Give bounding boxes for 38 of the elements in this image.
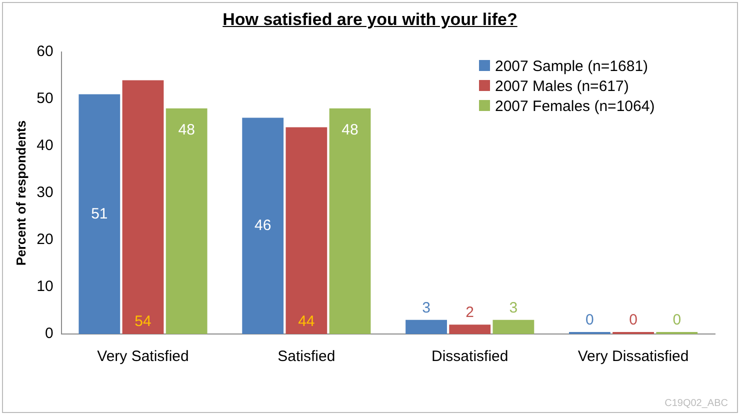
bar — [122, 80, 164, 334]
y-axis-title: Percent of respondents — [13, 120, 28, 266]
data-label: 3 — [509, 300, 518, 317]
legend-label: 2007 Females (n=1064) — [495, 98, 655, 115]
data-label: 0 — [586, 312, 594, 329]
data-label: 51 — [91, 205, 108, 222]
x-tick-label: Dissatisfied — [432, 348, 508, 366]
y-tick-label: 10 — [36, 278, 54, 296]
data-label: 46 — [254, 217, 272, 234]
data-label: 54 — [134, 313, 152, 330]
bar — [406, 320, 447, 334]
data-label: 48 — [178, 122, 195, 139]
data-label: 2 — [466, 304, 474, 322]
chart-title: How satisfied are you with your life? — [222, 10, 518, 30]
y-tick-label: 30 — [36, 184, 54, 202]
x-tick-label: Very Dissatisfied — [578, 348, 689, 366]
bar — [492, 320, 534, 334]
bar — [286, 127, 328, 334]
bar — [242, 118, 284, 334]
data-label: 48 — [342, 122, 358, 139]
bar — [449, 324, 491, 334]
x-tick-label: Very Satisfied — [97, 348, 189, 366]
data-label: 44 — [298, 313, 315, 330]
bar — [329, 108, 371, 334]
y-tick-label: 60 — [36, 43, 54, 60]
data-label: 0 — [629, 312, 638, 329]
y-tick-label: 50 — [36, 90, 54, 108]
y-tick-label: 20 — [36, 231, 54, 248]
bar — [78, 94, 120, 334]
x-tick-label: Satisfied — [278, 348, 336, 366]
text: C19Q02_ABC — [664, 398, 728, 409]
bar — [166, 108, 208, 334]
y-tick-label: 40 — [36, 137, 54, 154]
y-tick-label: 0 — [44, 325, 54, 342]
data-label: 3 — [422, 300, 430, 317]
data-label: 0 — [672, 312, 682, 329]
legend-label: 2007 Males (n=617) — [495, 78, 629, 95]
legend-label: 2007 Sample (n=1681) — [495, 58, 648, 75]
